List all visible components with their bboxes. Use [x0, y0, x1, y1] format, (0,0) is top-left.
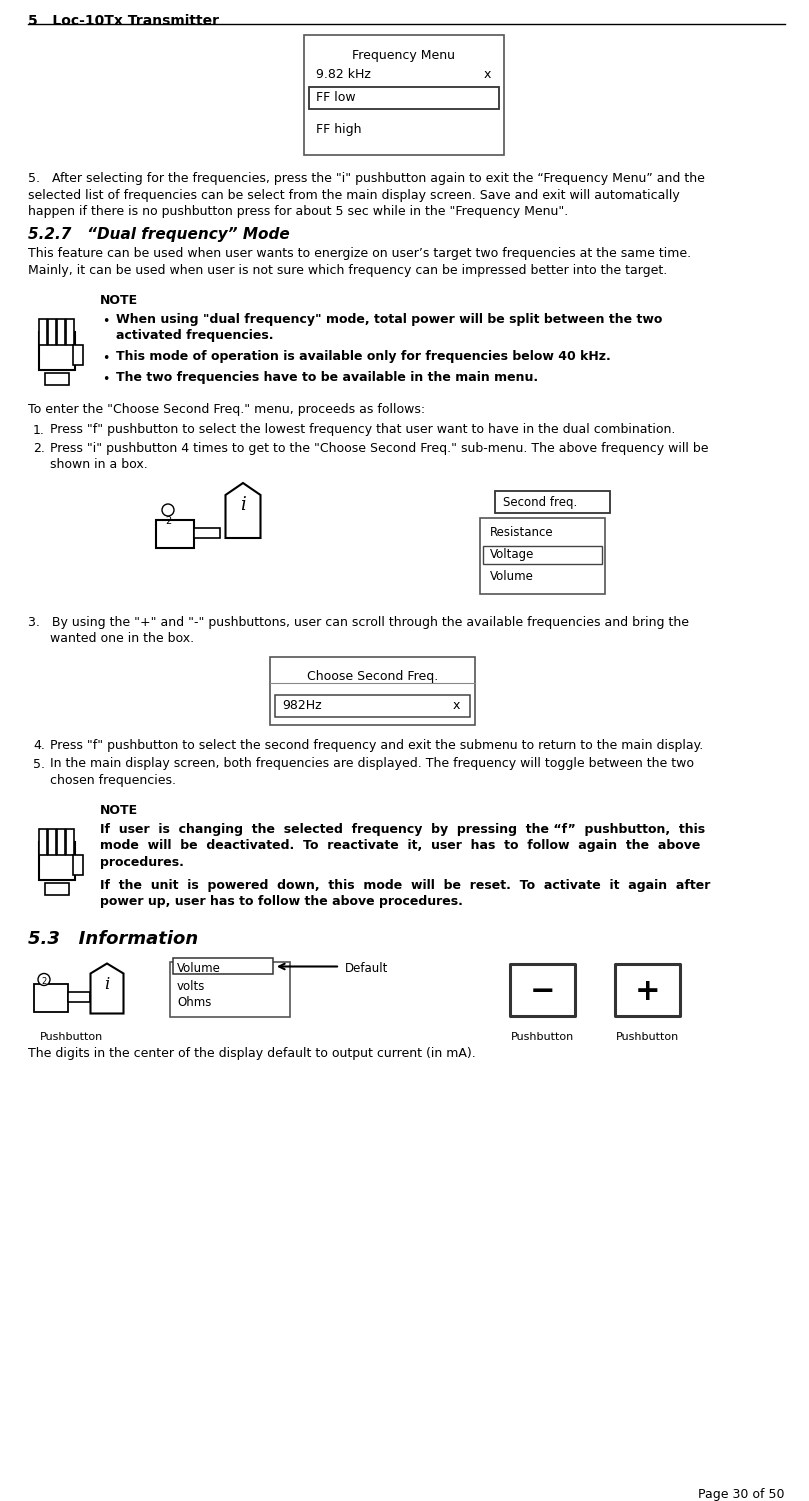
Text: The digits in the center of the display default to output current (in mA).: The digits in the center of the display …	[28, 1048, 476, 1061]
Bar	[39, 829, 47, 854]
Text: Volume: Volume	[490, 570, 534, 582]
Text: wanted one in the box.: wanted one in the box.	[50, 632, 194, 645]
Text: −: −	[530, 977, 555, 1006]
Bar	[615, 964, 680, 1016]
Bar	[173, 958, 273, 974]
Bar	[270, 657, 475, 725]
Text: 5.3   Information: 5.3 Information	[28, 929, 198, 947]
Bar	[309, 87, 499, 110]
Text: NOTE: NOTE	[100, 805, 138, 818]
Text: 5   Loc-10Tx Transmitter: 5 Loc-10Tx Transmitter	[28, 14, 219, 29]
Text: i: i	[104, 976, 110, 994]
Text: activated frequencies.: activated frequencies.	[116, 330, 273, 342]
Text: chosen frequencies.: chosen frequencies.	[50, 775, 176, 787]
Text: Pushbutton: Pushbutton	[616, 1031, 679, 1042]
Text: FF low: FF low	[316, 92, 356, 104]
Text: In the main display screen, both frequencies are displayed. The frequency will t: In the main display screen, both frequen…	[50, 758, 694, 770]
Bar	[34, 983, 68, 1012]
Text: 5.2.7   “Dual frequency” Mode: 5.2.7 “Dual frequency” Mode	[28, 228, 290, 243]
Bar	[45, 372, 69, 384]
Text: 5.: 5.	[33, 758, 45, 770]
Text: Press "f" pushbutton to select the lowest frequency that user want to have in th: Press "f" pushbutton to select the lowes…	[50, 423, 676, 437]
Text: Volume: Volume	[177, 962, 221, 974]
Text: If  the  unit  is  powered  down,  this  mode  will  be  reset.  To  activate  i: If the unit is powered down, this mode w…	[100, 878, 710, 892]
Bar	[66, 318, 74, 345]
Text: •: •	[102, 372, 109, 386]
Bar	[39, 332, 75, 369]
Text: Press "i" pushbutton 4 times to get to the "Choose Second Freq." sub-menu. The a: Press "i" pushbutton 4 times to get to t…	[50, 441, 709, 455]
Text: This mode of operation is available only for frequencies below 40 kHz.: This mode of operation is available only…	[116, 350, 611, 363]
Bar	[48, 318, 56, 345]
Text: Pushbutton: Pushbutton	[510, 1031, 574, 1042]
Circle shape	[38, 974, 50, 986]
Text: If  user  is  changing  the  selected  frequency  by  pressing  the “f”  pushbut: If user is changing the selected frequen…	[100, 823, 705, 836]
Bar	[510, 964, 575, 1016]
Text: Second freq.: Second freq.	[503, 495, 578, 509]
Bar	[57, 318, 65, 345]
Text: •: •	[102, 353, 109, 365]
Text: x: x	[484, 68, 491, 81]
Text: 2: 2	[41, 977, 47, 986]
Text: Page 30 of 50: Page 30 of 50	[698, 1487, 785, 1501]
Text: +: +	[635, 977, 660, 1006]
Text: •: •	[102, 315, 109, 329]
Text: Frequency Menu: Frequency Menu	[353, 50, 455, 62]
Bar	[304, 35, 504, 155]
Bar	[73, 854, 83, 875]
Text: mode  will  be  deactivated.  To  reactivate  it,  user  has  to  follow  again : mode will be deactivated. To reactivate …	[100, 839, 701, 853]
Bar	[73, 345, 83, 365]
Text: 2.: 2.	[33, 441, 44, 455]
Text: Choose Second Freq.: Choose Second Freq.	[307, 669, 438, 683]
Text: Press "f" pushbutton to select the second frequency and exit the submenu to retu: Press "f" pushbutton to select the secon…	[50, 738, 703, 752]
Text: volts: volts	[177, 980, 205, 994]
Text: 9.82 kHz: 9.82 kHz	[316, 68, 371, 81]
Bar	[275, 695, 470, 717]
Text: 1.: 1.	[33, 423, 44, 437]
Text: Ohms: Ohms	[177, 995, 211, 1009]
Text: procedures.: procedures.	[100, 856, 184, 869]
Bar	[170, 962, 290, 1016]
Text: 3.   By using the "+" and "-" pushbuttons, user can scroll through the available: 3. By using the "+" and "-" pushbuttons,…	[28, 615, 689, 629]
Text: x: x	[453, 699, 460, 711]
Text: selected list of frequencies can be select from the main display screen. Save an: selected list of frequencies can be sele…	[28, 189, 680, 201]
Text: To enter the "Choose Second Freq." menu, proceeds as follows:: To enter the "Choose Second Freq." menu,…	[28, 402, 425, 416]
Bar	[66, 829, 74, 854]
Text: 4.: 4.	[33, 738, 44, 752]
Bar	[483, 546, 602, 564]
Text: The two frequencies have to be available in the main menu.: The two frequencies have to be available…	[116, 371, 538, 383]
Text: Default: Default	[345, 962, 388, 974]
Text: When using "dual frequency" mode, total power will be split between the two: When using "dual frequency" mode, total …	[116, 314, 663, 326]
Text: This feature can be used when user wants to energize on user’s target two freque: This feature can be used when user wants…	[28, 248, 691, 261]
Bar	[495, 491, 610, 513]
Bar	[156, 519, 194, 548]
Text: Pushbutton: Pushbutton	[40, 1031, 104, 1042]
Text: 982Hz: 982Hz	[282, 699, 322, 711]
Text: happen if there is no pushbutton press for about 5 sec while in the "Frequency M: happen if there is no pushbutton press f…	[28, 206, 568, 218]
Text: FF high: FF high	[316, 123, 362, 137]
Text: power up, user has to follow the above procedures.: power up, user has to follow the above p…	[100, 895, 463, 908]
Text: Resistance: Resistance	[490, 525, 553, 539]
Text: 2: 2	[165, 516, 172, 525]
Circle shape	[162, 504, 174, 516]
Polygon shape	[91, 964, 124, 1013]
Text: NOTE: NOTE	[100, 294, 138, 308]
Bar	[39, 318, 47, 345]
Polygon shape	[226, 483, 260, 537]
Text: shown in a box.: shown in a box.	[50, 458, 148, 471]
Text: Voltage: Voltage	[490, 548, 535, 561]
Text: Mainly, it can be used when user is not sure which frequency can be impressed be: Mainly, it can be used when user is not …	[28, 264, 667, 278]
Bar	[48, 829, 56, 854]
Bar	[480, 518, 605, 594]
Bar	[39, 842, 75, 880]
Bar	[57, 829, 65, 854]
Polygon shape	[68, 992, 90, 1001]
Text: 5.   After selecting for the frequencies, press the "i" pushbutton again to exit: 5. After selecting for the frequencies, …	[28, 173, 705, 185]
Polygon shape	[194, 528, 220, 537]
Text: i: i	[240, 497, 246, 515]
Bar	[45, 883, 69, 895]
